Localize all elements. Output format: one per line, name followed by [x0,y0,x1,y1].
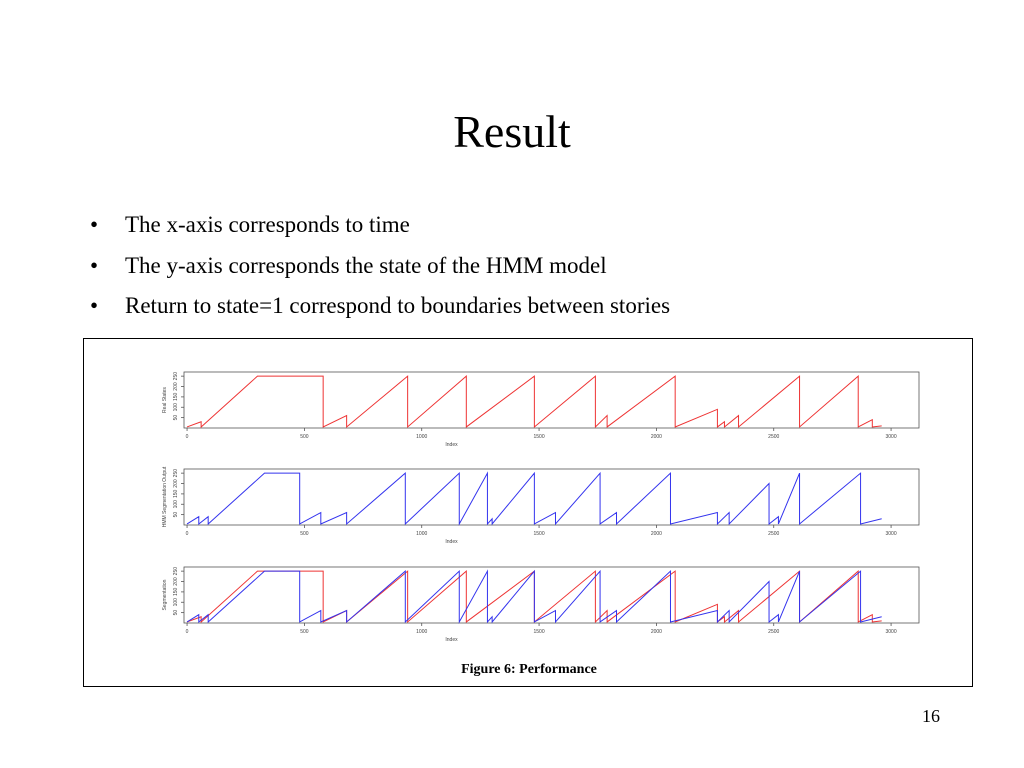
y-tick-label: 50 [173,512,179,518]
x-tick-label: 2500 [768,434,779,440]
y-tick-label: 200 [173,577,179,586]
bullet: The y-axis corresponds the state of the … [90,253,670,294]
figure: Figure 6: Performance 0 500 1000 1500 2000 25… [83,338,973,687]
x-tick-label: 500 [300,434,309,440]
x-tick-label: 2500 [768,629,779,635]
figure-caption: Figure 6: Performance [461,662,597,677]
x-tick-label: 500 [300,629,309,635]
x-tick-label: 2000 [651,531,662,537]
x-axis-label: Index [445,539,458,545]
y-tick-label: 50 [173,415,179,421]
y-tick-label: 150 [173,392,179,401]
y-tick-label: 100 [173,598,179,607]
trace [186,471,882,526]
x-tick-label: 2000 [651,434,662,440]
x-tick-label: 500 [300,531,309,537]
y-tick-label: 250 [173,469,179,478]
y-tick-label: 150 [173,489,179,498]
x-tick-label: 0 [186,434,189,440]
y-tick-label: 200 [173,382,179,391]
x-axis-label: Index [445,442,458,448]
page-number: 16 [922,706,940,726]
bullet: Return to state=1 correspond to boundari… [90,293,670,334]
y-tick-label: 50 [173,610,179,616]
trace [186,375,882,429]
plot-frame [183,468,920,526]
figure-plots: Figure 6: Performance 0 500 1000 1500 2000 25… [162,371,920,677]
plot-frame [183,371,920,429]
x-tick-label: 0 [186,629,189,635]
x-tick-label: 3000 [886,629,897,635]
y-tick-label: 150 [173,587,179,596]
y-tick-label: 250 [173,372,179,381]
x-tick-label: 3000 [886,531,897,537]
slide-title: Result [453,106,571,157]
plot-frame [183,566,920,624]
trace [186,569,882,624]
y-tick-label: 100 [173,403,179,412]
x-tick-label: 3000 [886,434,897,440]
x-tick-label: 1500 [533,434,544,440]
y-tick-label: 100 [173,500,179,509]
x-tick-label: 1000 [416,531,427,537]
x-tick-label: 1000 [416,434,427,440]
x-axis-label: Index [445,637,458,643]
bullet-list: The x-axis corresponds to time The y-axi… [90,212,670,334]
y-axis-label: Real States [162,387,168,413]
y-tick-label: 200 [173,479,179,488]
x-tick-label: 1000 [416,629,427,635]
y-axis-label: HMM Segmentation Output [162,466,168,527]
x-tick-label: 2500 [768,531,779,537]
x-tick-label: 0 [186,531,189,537]
y-tick-label: 250 [173,567,179,576]
x-tick-label: 1500 [533,531,544,537]
x-tick-label: 1500 [533,629,544,635]
bullet: The x-axis corresponds to time [90,212,670,253]
x-tick-label: 2000 [651,629,662,635]
y-axis-label: Segmentation [162,579,168,610]
